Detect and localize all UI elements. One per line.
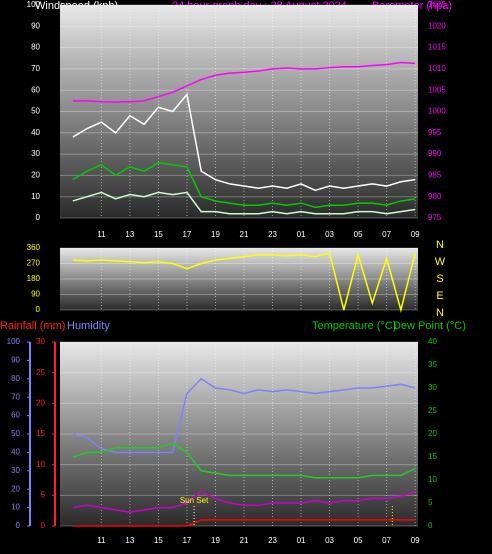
y-tick-label: 90 xyxy=(31,290,40,299)
x-tick-label: 01 xyxy=(297,536,306,545)
y-tick-label: 50 xyxy=(31,107,40,116)
series-line xyxy=(72,442,416,479)
series-line xyxy=(72,519,416,527)
x-tick-label: 19 xyxy=(211,536,220,545)
y-tick-label: 30 xyxy=(36,337,45,346)
y-tick-label: 70 xyxy=(31,64,40,73)
y-tick-label: 980 xyxy=(428,192,442,201)
y-tick-label: 995 xyxy=(428,128,442,137)
y-tick-label: 10 xyxy=(31,192,40,201)
x-tick-label: 17 xyxy=(182,230,191,239)
compass-label: N xyxy=(436,239,444,251)
series-line xyxy=(72,191,416,215)
x-tick-label: 09 xyxy=(411,536,420,545)
y-tick-label: 20 xyxy=(11,484,20,493)
y-tick-label: 100 xyxy=(27,0,41,9)
y-tick-label: 20 xyxy=(36,398,45,407)
y-tick-label: 30 xyxy=(31,149,40,158)
x-tick-label: 13 xyxy=(125,536,134,545)
y-tick-label: 80 xyxy=(31,43,40,52)
x-tick-label: 11 xyxy=(97,536,106,545)
x-tick-label: 07 xyxy=(382,536,391,545)
y-tick-label: 50 xyxy=(11,429,20,438)
y-tick-label: 0 xyxy=(16,521,21,530)
y-tick-label: 5 xyxy=(428,498,433,507)
y-tick-label: 15 xyxy=(36,429,45,438)
x-tick-label: 11 xyxy=(97,230,106,239)
x-tick-label: 21 xyxy=(240,536,249,545)
y-tick-label: 1010 xyxy=(428,64,446,73)
y-tick-label: 70 xyxy=(11,392,20,401)
y-tick-label: 25 xyxy=(36,368,45,377)
y-tick-label: 20 xyxy=(31,171,40,180)
y-tick-label: 40 xyxy=(31,128,40,137)
x-tick-label: 03 xyxy=(325,230,334,239)
y-tick-label: 10 xyxy=(11,503,20,512)
x-tick-label: 13 xyxy=(125,230,134,239)
x-tick-label: 03 xyxy=(325,536,334,545)
y-tick-label: 90 xyxy=(11,356,20,365)
y-tick-label: 1005 xyxy=(428,85,446,94)
y-tick-label: 10 xyxy=(36,460,45,469)
y-tick-label: 10 xyxy=(428,475,437,484)
x-tick-label: 23 xyxy=(268,536,277,545)
x-tick-label: 07 xyxy=(382,230,391,239)
x-tick-label: 21 xyxy=(240,230,249,239)
series-line xyxy=(72,92,416,192)
x-tick-label: 19 xyxy=(211,230,220,239)
y-tick-label: 1000 xyxy=(428,107,446,116)
series-line xyxy=(72,252,416,313)
y-tick-label: 30 xyxy=(428,383,437,392)
series-line xyxy=(72,490,416,513)
sunset-label: Sun Set xyxy=(180,496,209,505)
dewpoint-label: Dew Point (°C) xyxy=(393,320,466,332)
y-tick-label: 30 xyxy=(11,466,20,475)
x-tick-label: 01 xyxy=(297,230,306,239)
y-tick-label: 90 xyxy=(31,21,40,30)
y-tick-label: 1025 xyxy=(428,0,446,9)
compass-label: W xyxy=(435,256,446,268)
rainfall-label: Rainfall (mm) xyxy=(0,320,65,332)
humidity-label: Humidity xyxy=(67,320,110,332)
y-tick-label: 100 xyxy=(7,337,21,346)
y-tick-label: 25 xyxy=(428,406,437,415)
y-tick-label: 5 xyxy=(41,490,46,499)
y-tick-label: 35 xyxy=(428,360,437,369)
y-tick-label: 1020 xyxy=(428,21,446,30)
y-tick-label: 20 xyxy=(428,429,437,438)
x-tick-label: 17 xyxy=(182,536,191,545)
x-tick-label: 09 xyxy=(411,230,420,239)
y-tick-label: 0 xyxy=(41,521,46,530)
x-tick-label: 05 xyxy=(354,230,363,239)
series-line xyxy=(72,377,416,454)
y-tick-label: 0 xyxy=(428,521,433,530)
y-tick-label: 360 xyxy=(27,243,41,252)
compass-label: E xyxy=(436,290,443,302)
y-tick-label: 985 xyxy=(428,171,442,180)
x-tick-label: 15 xyxy=(154,230,163,239)
compass-label: S xyxy=(436,273,443,285)
y-tick-label: 180 xyxy=(27,274,41,283)
y-tick-label: 0 xyxy=(36,213,41,222)
x-tick-label: 05 xyxy=(354,536,363,545)
compass-label: N xyxy=(436,307,444,319)
temperature-label: Temperature (°C) xyxy=(312,320,396,332)
series-line xyxy=(72,161,416,209)
y-tick-label: 60 xyxy=(31,85,40,94)
y-tick-label: 60 xyxy=(11,411,20,420)
y-tick-label: 15 xyxy=(428,452,437,461)
x-tick-label: 15 xyxy=(154,536,163,545)
y-tick-label: 975 xyxy=(428,213,442,222)
y-tick-label: 1015 xyxy=(428,43,446,52)
y-tick-label: 270 xyxy=(27,259,41,268)
x-tick-label: 23 xyxy=(268,230,277,239)
y-tick-label: 40 xyxy=(428,337,437,346)
y-tick-label: 40 xyxy=(11,448,20,457)
y-tick-label: 990 xyxy=(428,149,442,158)
y-tick-label: 0 xyxy=(36,305,41,314)
series-line xyxy=(72,61,416,103)
y-tick-label: 80 xyxy=(11,374,20,383)
